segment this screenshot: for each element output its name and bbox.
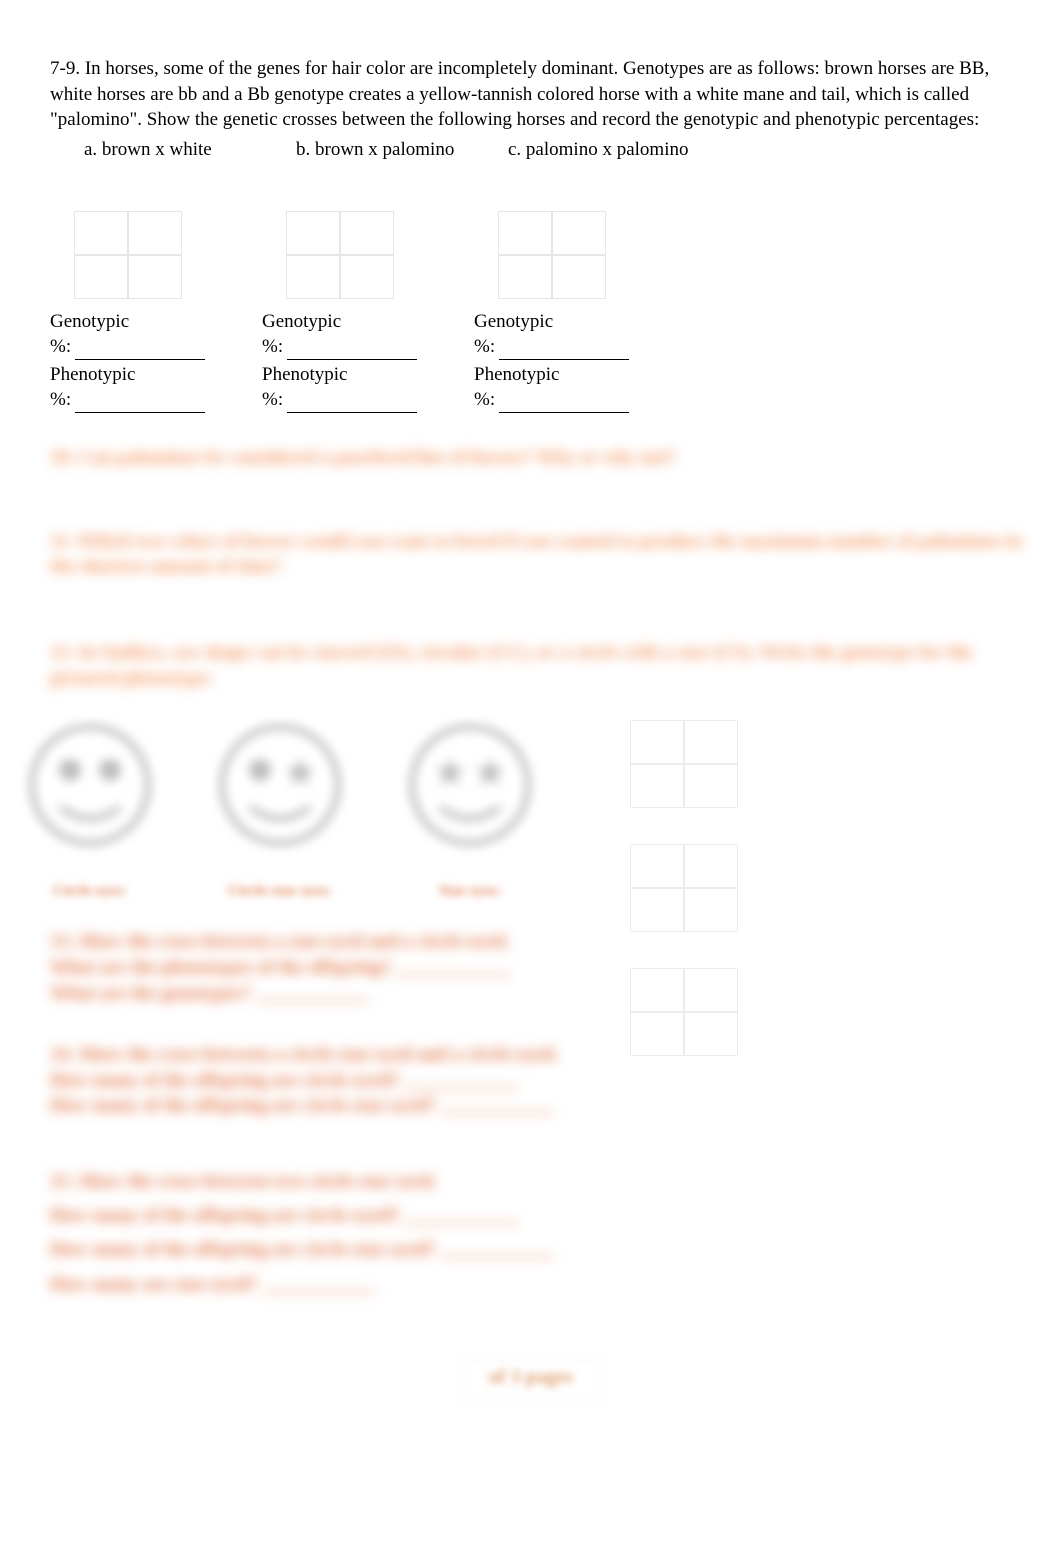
q15-line-3: How many of the offspring are circle-sta… <box>50 1233 570 1267</box>
cross-headers: a. brown x white b. brown x palomino c. … <box>50 137 1026 163</box>
phenotypic-label-c: Phenotypic <box>474 362 686 388</box>
smiley-circle-star-eyes-icon <box>210 715 350 855</box>
smiley-caption-a: Circle eyes: <box>10 881 170 901</box>
q13-line-2: What are the phenotypes of the offspring… <box>50 955 570 981</box>
cross-a-label: a. brown x white <box>84 139 212 160</box>
question-13: 13. Show the cross between a star-eyed a… <box>50 929 570 1006</box>
punnett-q13 <box>630 720 738 808</box>
q14-line-3: How many of the offspring are circle-sta… <box>50 1093 570 1119</box>
question-12: 12. In Smileys, eye shape can be starred… <box>50 640 1026 691</box>
q14-line-1: 14. Show the cross between a circle-star… <box>50 1042 570 1068</box>
phenotypic-pct-c: %: <box>474 387 495 413</box>
q14-line-2: How many of the offspring are circle-eye… <box>50 1068 570 1094</box>
smiley-caption-c: Star eyes: <box>390 881 550 901</box>
punnett-q14 <box>630 844 738 932</box>
page-footer: of 3 pages <box>460 1359 602 1402</box>
right-punnett-stack <box>630 720 738 1056</box>
q13-line-1: 13. Show the cross between a star-eyed a… <box>50 929 570 955</box>
question-14: 14. Show the cross between a circle-star… <box>50 1042 570 1119</box>
smiley-caption-b: Circle-star eyes: <box>200 881 360 901</box>
phenotypic-pct-b: %: <box>262 387 283 413</box>
smiley-row: Circle eyes: Circle-star eyes: Star eyes… <box>10 715 1026 901</box>
punnett-row: Genotypic %: Phenotypic %: Genotypic %: … <box>50 185 1026 416</box>
smiley-star-eyes-icon <box>400 715 540 855</box>
genotypic-blank-c[interactable] <box>499 341 629 360</box>
q15-line-2: How many of the offspring are circle-eye… <box>50 1199 570 1233</box>
cross-c-label: c. palomino x palomino <box>508 139 688 160</box>
genotypic-pct-b: %: <box>262 334 283 360</box>
phenotypic-pct-a: %: <box>50 387 71 413</box>
question-15: 15. Show the cross between two circle-st… <box>50 1165 570 1302</box>
punnett-a <box>74 211 182 299</box>
punnett-c <box>498 211 606 299</box>
q15-line-4: How many are star-eyed? ____________ <box>50 1268 570 1302</box>
question-11: 11. Which two colors of horses would you… <box>50 529 1026 580</box>
genotypic-blank-a[interactable] <box>75 341 205 360</box>
q15-line-1: 15. Show the cross between two circle-st… <box>50 1165 570 1199</box>
genotypic-label-b: Genotypic <box>262 309 474 335</box>
cross-b-label: b. brown x palomino <box>296 139 454 160</box>
genotypic-pct-c: %: <box>474 334 495 360</box>
genotypic-blank-b[interactable] <box>287 341 417 360</box>
phenotypic-label-a: Phenotypic <box>50 362 262 388</box>
punnett-q15 <box>630 968 738 1056</box>
q13-line-3: What are the genotypes? ____________ <box>50 981 570 1007</box>
phenotypic-label-b: Phenotypic <box>262 362 474 388</box>
phenotypic-blank-c[interactable] <box>499 394 629 413</box>
phenotypic-blank-a[interactable] <box>75 394 205 413</box>
punnett-b <box>286 211 394 299</box>
genotypic-label-c: Genotypic <box>474 309 686 335</box>
smiley-circle-eyes-icon <box>20 715 160 855</box>
genotypic-pct-a: %: <box>50 334 71 360</box>
phenotypic-blank-b[interactable] <box>287 394 417 413</box>
question-10: 10. Can palominos be considered a purebr… <box>50 445 1026 471</box>
question-7-9-intro: 7-9. In horses, some of the genes for ha… <box>50 56 1026 133</box>
genotypic-label-a: Genotypic <box>50 309 262 335</box>
